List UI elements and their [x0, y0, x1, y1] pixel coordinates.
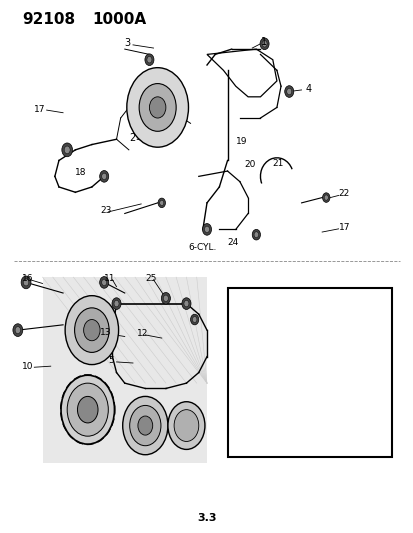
Circle shape: [159, 200, 164, 206]
Circle shape: [158, 198, 165, 208]
Circle shape: [284, 86, 293, 98]
Circle shape: [74, 308, 109, 352]
Text: 3: 3: [124, 38, 131, 49]
Circle shape: [335, 317, 340, 322]
Text: 17: 17: [34, 104, 46, 114]
Circle shape: [13, 324, 23, 336]
Text: 12: 12: [137, 329, 148, 338]
Text: 13: 13: [100, 328, 112, 337]
Circle shape: [259, 38, 268, 50]
Circle shape: [163, 295, 168, 302]
Circle shape: [100, 277, 109, 288]
Text: 22: 22: [338, 189, 349, 198]
Circle shape: [102, 173, 107, 180]
Bar: [43, 277, 206, 463]
Circle shape: [322, 193, 329, 203]
Circle shape: [65, 296, 118, 365]
Circle shape: [334, 314, 342, 325]
Text: 14: 14: [272, 294, 283, 303]
Circle shape: [276, 304, 285, 314]
Text: 1000A: 1000A: [92, 12, 146, 27]
Circle shape: [129, 406, 161, 446]
Circle shape: [254, 232, 258, 238]
Circle shape: [192, 317, 197, 322]
Text: 3.3: 3.3: [197, 513, 216, 523]
Text: 6-CYL.: 6-CYL.: [188, 244, 216, 253]
Text: 15: 15: [260, 408, 271, 417]
Circle shape: [278, 306, 282, 312]
Circle shape: [23, 279, 29, 286]
Circle shape: [190, 314, 198, 325]
Text: 25: 25: [145, 273, 156, 282]
Circle shape: [112, 298, 121, 310]
Circle shape: [367, 410, 374, 419]
Circle shape: [168, 402, 204, 449]
Circle shape: [126, 68, 188, 147]
Circle shape: [278, 391, 282, 397]
Text: 20: 20: [243, 160, 255, 169]
Circle shape: [62, 143, 72, 157]
Text: 4: 4: [305, 84, 311, 94]
Text: 17: 17: [338, 223, 349, 232]
Circle shape: [174, 410, 198, 441]
Text: 10: 10: [22, 362, 33, 370]
Text: 1: 1: [260, 37, 266, 47]
Text: 9: 9: [358, 411, 364, 421]
Text: 92108: 92108: [22, 12, 75, 27]
Text: 5: 5: [358, 321, 364, 330]
Circle shape: [252, 229, 260, 240]
Circle shape: [183, 301, 188, 307]
Circle shape: [139, 84, 176, 131]
Circle shape: [368, 413, 373, 417]
Circle shape: [77, 397, 98, 423]
Circle shape: [277, 352, 284, 361]
Circle shape: [102, 279, 107, 286]
Circle shape: [147, 56, 152, 63]
Circle shape: [335, 412, 340, 418]
Circle shape: [323, 195, 328, 200]
Text: 2: 2: [128, 133, 135, 143]
Circle shape: [278, 327, 282, 333]
Circle shape: [334, 410, 342, 420]
Circle shape: [277, 389, 284, 399]
Circle shape: [161, 293, 170, 304]
Circle shape: [122, 397, 168, 455]
Circle shape: [64, 146, 70, 154]
Circle shape: [145, 54, 154, 66]
Circle shape: [21, 276, 31, 289]
Circle shape: [100, 171, 109, 182]
Text: 18: 18: [75, 167, 87, 176]
Circle shape: [61, 375, 114, 444]
Circle shape: [336, 343, 340, 349]
Text: 5: 5: [108, 357, 114, 366]
Text: 21: 21: [272, 159, 283, 167]
Circle shape: [15, 327, 21, 334]
Circle shape: [181, 298, 190, 310]
Text: 16: 16: [22, 273, 33, 282]
Text: 19: 19: [235, 138, 247, 147]
Circle shape: [204, 226, 209, 232]
Circle shape: [138, 416, 152, 435]
Circle shape: [67, 383, 108, 436]
Circle shape: [261, 41, 266, 47]
Text: 24: 24: [227, 238, 238, 247]
Text: 8: 8: [247, 321, 253, 330]
Circle shape: [149, 97, 166, 118]
Circle shape: [286, 88, 291, 95]
Circle shape: [83, 319, 100, 341]
Text: 6: 6: [358, 344, 364, 353]
Bar: [227, 288, 391, 457]
Circle shape: [114, 301, 119, 307]
Circle shape: [276, 325, 285, 335]
Text: 23: 23: [100, 206, 111, 215]
Circle shape: [278, 354, 282, 359]
Circle shape: [334, 341, 342, 351]
Circle shape: [202, 223, 211, 235]
Text: 11: 11: [104, 273, 115, 282]
Text: 7: 7: [247, 385, 253, 394]
Text: 9: 9: [239, 344, 245, 353]
